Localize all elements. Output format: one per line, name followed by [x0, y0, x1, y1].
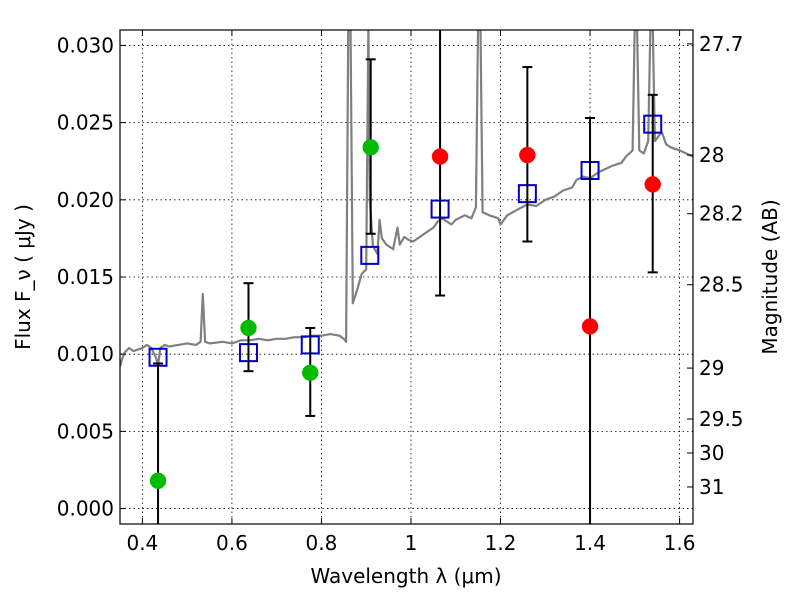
x-tick-label: 0.4: [126, 531, 158, 555]
y-tick-label: 0.000: [57, 497, 114, 521]
y2-axis-label: Magnitude (AB): [758, 199, 782, 354]
y2-tick-label: 29.5: [699, 407, 744, 431]
y-tick-label: 0.030: [57, 33, 114, 57]
x-tick-label: 1.6: [664, 531, 696, 555]
observed-flux-point: [581, 318, 599, 335]
y-tick-label: 0.025: [57, 111, 114, 135]
model-flux-square: [360, 245, 380, 265]
observed-flux-point: [431, 148, 449, 165]
y2-tick-label: 29: [699, 356, 724, 380]
y-tick-label: 0.020: [57, 188, 114, 212]
y2-tick-label: 31: [699, 475, 724, 499]
x-tick-label: 0.6: [216, 531, 248, 555]
plot-area: [120, 30, 693, 524]
y2-tick-label: 30: [699, 441, 724, 465]
x-tick-label: 0.8: [306, 531, 338, 555]
y-tick-label: 0.010: [57, 342, 114, 366]
y2-tick-label: 28.2: [699, 202, 744, 226]
y2-tick-label: 28.5: [699, 273, 744, 297]
observed-flux-point: [149, 472, 167, 490]
grid: [120, 30, 693, 524]
observed-flux-point: [644, 176, 661, 193]
x-axis-label: Wavelength λ (μm): [310, 564, 501, 588]
y2-tick-label: 28: [699, 143, 724, 167]
y-tick-label: 0.005: [57, 419, 114, 443]
x-tick-label: 1.2: [485, 531, 517, 555]
y-axis-label: Flux F_ν ( μJy ): [11, 204, 35, 350]
observed-flux-point: [240, 319, 257, 337]
observed-flux-point: [362, 139, 379, 156]
y2-tick-label: 27.7: [699, 32, 744, 56]
axis-ticks: 0.4 0.6 0.8 1 1.2 1.4 1.6 0.000 0.005 0.010 0.015 0…: [57, 30, 744, 555]
observed-flux-point: [302, 364, 319, 381]
spectrum-line: [120, 30, 693, 367]
observed-flux-point: [519, 146, 536, 164]
y-tick-label: 0.015: [57, 265, 114, 289]
x-tick-label: 1: [405, 531, 418, 555]
x-tick-label: 1.4: [574, 531, 606, 555]
